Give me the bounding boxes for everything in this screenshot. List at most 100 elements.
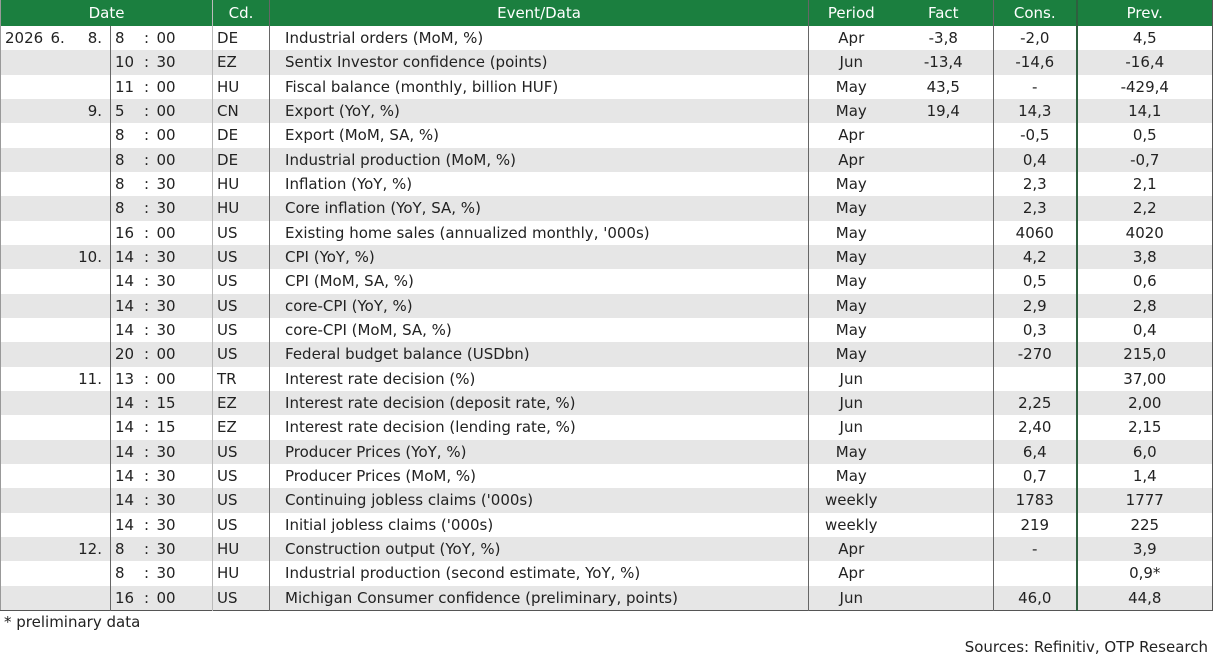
table-row: 14:30 US core-CPI (MoM, SA, %) May 0,3 0,4	[1, 317, 1213, 343]
consensus-cell: 2,25	[993, 390, 1077, 416]
time-separator-cell: :	[143, 175, 150, 194]
country-code-cell: US	[212, 488, 270, 513]
day-cell: 12.	[70, 536, 111, 562]
hour-cell: 14	[110, 269, 141, 294]
country-code-cell: DE	[212, 26, 270, 51]
month-cell	[46, 50, 71, 75]
fact-cell	[894, 269, 994, 293]
period-cell: May	[808, 342, 894, 367]
month-cell	[47, 415, 71, 439]
event-cell: Core inflation (YoY, SA, %)	[269, 196, 809, 221]
period-cell: May	[808, 171, 894, 197]
hour-cell: 8	[110, 26, 141, 51]
time-separator-cell: :	[140, 585, 153, 611]
period-cell: May	[808, 269, 894, 294]
year-cell	[0, 244, 47, 270]
month-cell	[46, 342, 71, 367]
year-cell	[1, 367, 47, 391]
fact-cell	[893, 147, 994, 172]
consensus-cell: 2,9	[993, 293, 1077, 318]
previous-cell: 3,8	[1075, 244, 1213, 270]
month-cell	[46, 98, 71, 124]
consensus-cell: -2,0	[993, 26, 1077, 51]
month-cell	[47, 513, 71, 537]
consensus-cell: 4060	[993, 220, 1077, 245]
period-cell: May	[808, 244, 894, 270]
hour-cell: 14	[110, 317, 141, 343]
table-row: 8:30 HU Core inflation (YoY, SA, %) May 2,3 2…	[0, 196, 1213, 221]
event-cell: CPI (MoM, SA, %)	[269, 269, 809, 294]
minute-cell: 00	[156, 223, 176, 242]
time-separator-cell: :	[143, 467, 150, 486]
time-separator-cell: :	[140, 293, 153, 318]
time-separator-cell: :	[143, 369, 150, 388]
time-separator-cell: :	[140, 196, 153, 221]
month-cell	[46, 293, 71, 318]
event-cell: CPI (YoY, %)	[269, 244, 809, 270]
minute-cell: 30	[156, 467, 176, 486]
fact-cell	[894, 123, 994, 147]
year-cell	[1, 561, 47, 585]
country-code-cell: HU	[212, 196, 270, 221]
country-code-cell: US	[212, 512, 270, 537]
day-cell	[70, 293, 111, 318]
day-cell: 11.	[78, 369, 102, 388]
minute-cell: 15	[152, 390, 213, 416]
country-code-cell: HU	[212, 171, 270, 197]
year-cell	[0, 585, 47, 611]
previous-cell: 3,9	[1075, 536, 1213, 562]
country-code-cell: DE	[212, 147, 270, 172]
country-code-cell: US	[212, 342, 270, 367]
month-cell	[47, 75, 71, 99]
fact-cell	[894, 367, 994, 391]
hour-cell: 11	[110, 74, 141, 99]
day-cell	[71, 464, 111, 488]
header-row: Date Cd. Event/Data Period Fact Cons. Prev.	[0, 0, 1213, 26]
previous-cell: 37,00	[1075, 366, 1213, 391]
time-separator-cell: :	[143, 515, 150, 534]
year-cell	[1, 464, 47, 488]
month-cell	[46, 196, 71, 221]
previous-cell: 4020	[1075, 220, 1213, 245]
month-cell	[46, 585, 71, 611]
consensus-cell: -0,5	[993, 123, 1077, 148]
fact-cell	[894, 221, 994, 245]
event-cell: core-CPI (YoY, %)	[269, 293, 809, 318]
fact-cell: 43,5	[926, 77, 960, 96]
table-row: 16:00 US Michigan Consumer confidence (pre…	[0, 585, 1213, 611]
fact-cell	[893, 390, 994, 416]
consensus-cell: 219	[993, 512, 1077, 537]
minute-cell: 00	[152, 147, 213, 172]
event-cell: Interest rate decision (deposit rate, %)	[269, 390, 809, 416]
hour-cell: 13	[110, 366, 141, 391]
consensus-cell: 0,4	[993, 147, 1077, 172]
table-row: 10:30 EZ Sentix Investor confidence (point…	[0, 50, 1213, 75]
table-body: 2026 6. 8. 8:00 DE Industrial orders (MoM, %)…	[0, 26, 1213, 611]
year-cell	[0, 196, 47, 221]
month-cell	[46, 390, 71, 416]
consensus-cell	[993, 366, 1077, 391]
consensus-cell: 4,2	[993, 244, 1077, 270]
time-separator-cell: :	[140, 342, 153, 367]
day-cell	[71, 123, 111, 147]
day-cell	[71, 415, 111, 439]
fact-cell	[894, 561, 994, 585]
year-cell	[1, 269, 47, 293]
consensus-cell: 2,40	[993, 415, 1077, 440]
country-code-cell: DE	[212, 123, 270, 148]
event-cell: Producer Prices (MoM, %)	[269, 463, 809, 489]
hour-cell: 8	[110, 123, 141, 148]
previous-cell: 44,8	[1075, 585, 1213, 611]
event-cell: Export (MoM, SA, %)	[269, 123, 809, 148]
time-separator-cell: :	[143, 418, 150, 437]
previous-cell: 2,00	[1075, 390, 1213, 416]
time-separator-cell: :	[140, 147, 153, 172]
previous-cell: 2,8	[1075, 293, 1213, 318]
country-code-cell: US	[212, 244, 270, 270]
hour-cell: 8	[110, 147, 141, 172]
minute-cell: 30	[152, 244, 213, 270]
time-separator-cell: :	[143, 564, 150, 583]
previous-cell: 0,5	[1075, 123, 1213, 148]
hour-cell: 8	[110, 561, 141, 586]
table-row: 12. 8:30 HU Construction output (YoY, %) Apr…	[0, 536, 1213, 562]
